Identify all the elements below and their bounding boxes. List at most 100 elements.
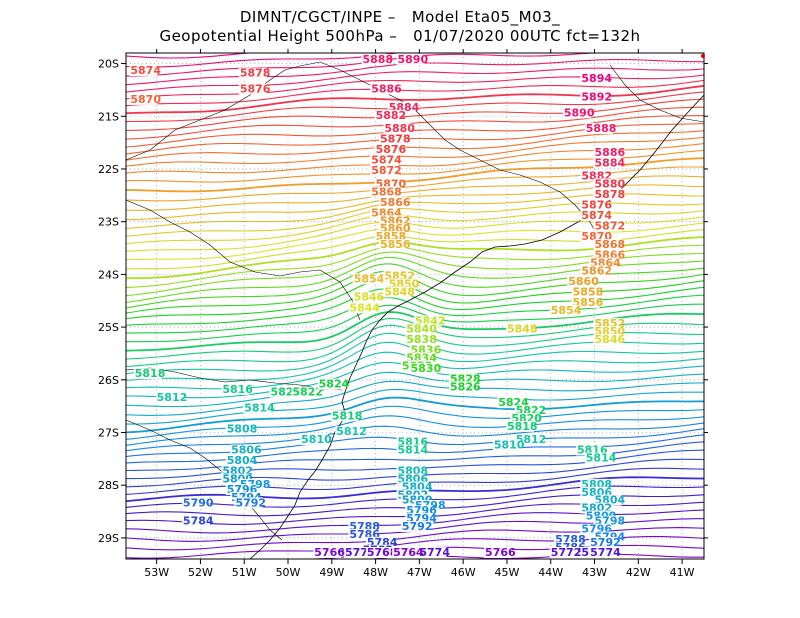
contour-label-bg bbox=[405, 323, 434, 335]
contour-label: 5882 bbox=[376, 109, 407, 122]
contour-label-bg bbox=[370, 165, 399, 177]
contour-label-bg bbox=[593, 333, 622, 345]
contour-label-bg bbox=[396, 473, 425, 485]
y-tick-label: 26S bbox=[98, 374, 119, 387]
x-tick-label: 52W bbox=[188, 566, 213, 579]
contour-label: 5818 bbox=[332, 409, 363, 422]
contour-label: 5878 bbox=[380, 133, 411, 146]
contour-label-bg bbox=[505, 323, 534, 335]
contour-label-bg bbox=[449, 381, 478, 393]
state-border-4 bbox=[126, 419, 283, 541]
contour-label: 5824 bbox=[319, 378, 350, 391]
contour-line bbox=[126, 422, 704, 452]
contour-label: 5888 bbox=[362, 53, 393, 66]
contour-label-bg bbox=[387, 278, 416, 290]
contour-label-bg bbox=[549, 547, 578, 558]
contour-line bbox=[126, 303, 704, 343]
contour-label-bg bbox=[378, 239, 407, 251]
contour-label-bg bbox=[225, 423, 254, 435]
contour-label: 5812 bbox=[336, 425, 367, 438]
contour-label-bg bbox=[571, 286, 600, 298]
contour-label-bg bbox=[580, 199, 609, 211]
contour-label: 5764 bbox=[393, 546, 424, 559]
contour-label-bg bbox=[221, 465, 250, 477]
x-tick-label: 44W bbox=[538, 566, 563, 579]
contour-label-bg bbox=[492, 439, 521, 451]
contour-label: 5810 bbox=[301, 433, 332, 446]
contour-label-bg bbox=[221, 473, 250, 485]
x-tick-label: 50W bbox=[276, 566, 301, 579]
contour-label-bg bbox=[387, 101, 416, 113]
contour-label: 5874 bbox=[581, 209, 612, 222]
x-tick-label: 45W bbox=[495, 566, 520, 579]
contour-label-bg bbox=[514, 434, 543, 446]
contour-label-bg bbox=[400, 481, 429, 493]
contour-label-bg bbox=[580, 502, 609, 514]
contour-label: 5814 bbox=[397, 444, 428, 457]
contour-label-bg bbox=[378, 133, 407, 145]
contour-label-bg bbox=[567, 275, 596, 287]
contour-line bbox=[126, 53, 401, 68]
y-tick-label: 20S bbox=[98, 58, 119, 71]
contour-label: 5838 bbox=[406, 333, 437, 346]
contour-label: 5772 bbox=[551, 546, 582, 559]
contour-label: 5812 bbox=[516, 433, 547, 446]
contour-label: 5792 bbox=[235, 496, 266, 509]
contour-label-bg bbox=[313, 547, 342, 558]
contour-label-bg bbox=[129, 94, 158, 106]
contour-label: 5812 bbox=[157, 391, 188, 404]
contour-label: 5880 bbox=[595, 177, 626, 190]
contour-label: 5858 bbox=[573, 285, 604, 298]
contour-label-bg bbox=[584, 452, 613, 464]
contour-label: 5830 bbox=[411, 362, 442, 375]
contour-label-bg bbox=[593, 249, 622, 261]
contour-label: 5888 bbox=[586, 122, 617, 135]
contour-label-bg bbox=[370, 207, 399, 219]
contour-label: 5874 bbox=[371, 154, 402, 167]
contour-label: 5846 bbox=[354, 291, 385, 304]
contour-label-bg bbox=[580, 210, 609, 222]
contour-label: 5814 bbox=[586, 451, 617, 464]
contour-label-bg bbox=[580, 265, 609, 277]
contour-label-bg bbox=[238, 67, 267, 79]
contour-line bbox=[126, 106, 704, 140]
contour-label: 5846 bbox=[595, 333, 626, 346]
contour-label: 5886 bbox=[371, 83, 402, 96]
contour-label-bg bbox=[405, 352, 434, 364]
contour-label: 5768 bbox=[367, 546, 398, 559]
contour-label-bg bbox=[571, 297, 600, 308]
contour-label: 5884 bbox=[595, 156, 626, 169]
y-tick-label: 24S bbox=[98, 268, 119, 281]
contour-label: 5854 bbox=[354, 272, 385, 285]
contour-label: 5848 bbox=[384, 285, 415, 298]
contour-label-bg bbox=[225, 484, 254, 496]
contour-label-bg bbox=[593, 178, 622, 190]
contour-line bbox=[126, 222, 704, 261]
contour-label: 5774 bbox=[419, 546, 450, 559]
contour-label-bg bbox=[396, 465, 425, 477]
contour-label-bg bbox=[589, 257, 618, 269]
contour-label: 5868 bbox=[371, 185, 402, 198]
contour-label-bg bbox=[238, 83, 267, 95]
contour-label-bg bbox=[396, 436, 425, 448]
x-tick-label: 51W bbox=[232, 566, 257, 579]
contour-label: 5878 bbox=[595, 188, 626, 201]
contour-label-bg bbox=[405, 513, 434, 525]
contour-label-bg bbox=[343, 547, 372, 558]
contour-label: 5876 bbox=[581, 198, 612, 211]
contour-line bbox=[126, 79, 704, 107]
contour-label: 5890 bbox=[397, 53, 428, 66]
x-tick-label: 42W bbox=[626, 566, 651, 579]
contour-label-bg bbox=[225, 455, 254, 467]
contour-label-bg bbox=[414, 315, 442, 327]
contour-label: 5826 bbox=[450, 380, 481, 393]
contour-label-bg bbox=[400, 521, 429, 533]
contour-label-bg bbox=[383, 123, 412, 135]
contour-label-bg bbox=[405, 505, 434, 517]
contour-label-bg bbox=[365, 547, 394, 558]
contour-label: 5856 bbox=[380, 238, 411, 251]
contour-label: 5870 bbox=[130, 93, 161, 106]
contour-label-bg bbox=[181, 497, 210, 509]
contour-label-bg bbox=[378, 215, 407, 227]
contour-label-bg bbox=[589, 536, 618, 548]
